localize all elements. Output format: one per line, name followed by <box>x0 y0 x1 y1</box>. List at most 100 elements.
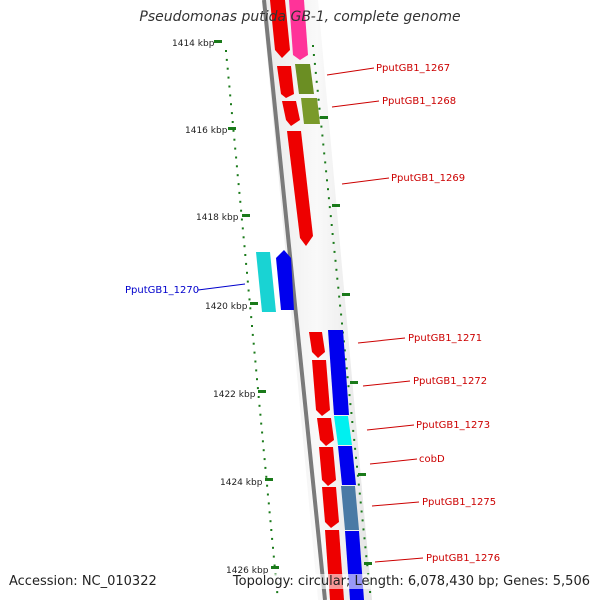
track-dot <box>354 447 357 450</box>
track-dot <box>230 112 233 115</box>
features-1270 <box>256 250 294 312</box>
gene-arrow-1273[interactable] <box>317 418 334 446</box>
track-dot <box>313 62 316 65</box>
track-dot <box>270 529 273 531</box>
track-dot <box>338 295 341 298</box>
label-leaders <box>197 67 424 563</box>
leader-line <box>371 501 420 507</box>
topology-value: Topology: circular; Length: 6,078,430 bp… <box>232 574 590 589</box>
track-dot <box>316 89 319 92</box>
cyan-feature-1270[interactable] <box>256 252 276 312</box>
track-dot <box>253 351 256 354</box>
tick-marks <box>214 40 372 569</box>
track-dot <box>273 564 276 567</box>
blue-feature-cobD[interactable] <box>338 446 356 485</box>
track-dot <box>325 170 328 173</box>
tick-mark <box>228 127 236 130</box>
track-dot <box>318 107 321 110</box>
leader-line <box>197 283 246 291</box>
cyan-feature-1273[interactable] <box>334 416 352 445</box>
gene-arrow-cobD[interactable] <box>319 447 336 486</box>
tick-label: 1418 kbp <box>196 213 239 223</box>
track-dot <box>352 429 355 432</box>
track-dot <box>356 465 358 468</box>
gene-label-1270[interactable]: PputGB1_1270 <box>125 285 199 296</box>
track-dot <box>342 340 345 343</box>
track-dot <box>250 316 253 319</box>
gene-label-1267[interactable]: PputGB1_1267 <box>376 63 450 74</box>
gene-arrow-1267[interactable] <box>277 66 294 98</box>
gene-label-1271[interactable]: PputGB1_1271 <box>408 333 482 344</box>
track-dot <box>347 385 350 388</box>
gene-label-1276[interactable]: PputGB1_1276 <box>426 553 500 564</box>
tick-mark <box>342 293 350 296</box>
tick-mark <box>250 302 258 305</box>
leader-line <box>326 67 375 76</box>
gene-label-1275[interactable]: PputGB1_1275 <box>422 497 496 508</box>
track-dot <box>252 342 255 345</box>
map-title: Pseudomonas putida GB-1, complete genome <box>139 9 461 25</box>
track-dot <box>256 387 259 390</box>
blue-feature-1271[interactable] <box>328 330 349 415</box>
track-dot <box>235 156 238 159</box>
track-dot <box>239 200 242 203</box>
leader-line <box>366 424 415 431</box>
gene-arrow-top <box>270 0 290 58</box>
track-dot <box>332 241 335 244</box>
gene-arrow-1271[interactable] <box>309 332 325 358</box>
steel-feature-1275[interactable] <box>341 486 359 530</box>
track-dot <box>335 268 338 271</box>
gene-label-1269[interactable]: PputGB1_1269 <box>391 173 465 184</box>
gene-label-1273[interactable]: PputGB1_1273 <box>416 420 490 431</box>
track-dot <box>324 161 327 164</box>
track-dot <box>266 484 269 487</box>
olive-feature-1267[interactable] <box>295 64 314 94</box>
track-dot <box>246 271 248 274</box>
track-dot <box>260 422 263 425</box>
track-dot <box>333 250 336 253</box>
track-dot <box>234 147 237 150</box>
tick-mark <box>364 562 372 565</box>
track-dot <box>349 403 352 406</box>
gene-arrow-1275[interactable] <box>322 487 339 528</box>
tick-mark <box>258 390 266 393</box>
track-dot <box>348 394 351 397</box>
track-dot <box>317 98 320 101</box>
leader-line <box>374 557 424 563</box>
track-dot <box>272 546 274 549</box>
gene-arrow-1272[interactable] <box>312 360 330 416</box>
gene-label-1272[interactable]: PputGB1_1272 <box>413 376 487 387</box>
track-dots <box>225 45 372 594</box>
tick-mark <box>265 478 273 481</box>
track-dot <box>327 197 330 200</box>
track-dot <box>232 129 235 132</box>
track-dot <box>243 245 246 248</box>
track-dot <box>251 325 253 327</box>
gene-label-cobD[interactable]: cobD <box>419 454 445 465</box>
gene-label-1268[interactable]: PputGB1_1268 <box>382 96 456 107</box>
topology-text: Topology: circular; Length: 6,078,430 bp… <box>232 574 590 589</box>
track-dot <box>312 45 314 47</box>
track-dot <box>343 349 346 352</box>
track-dot <box>320 125 323 128</box>
tick-mark <box>242 214 250 217</box>
track-dot <box>330 224 333 226</box>
track-dot <box>264 466 267 469</box>
track-dot <box>350 412 353 414</box>
track-dot <box>246 280 249 283</box>
track-dot <box>263 458 266 461</box>
olive-feature-1268[interactable] <box>301 98 320 124</box>
gene-arrow-1269[interactable] <box>287 131 313 246</box>
track-dot <box>240 209 243 212</box>
magenta-feature <box>289 0 308 60</box>
gene-arrow-1270[interactable] <box>276 250 294 310</box>
track-dot <box>365 555 368 558</box>
gene-arrow-1268[interactable] <box>282 101 300 126</box>
leader-line <box>331 100 380 108</box>
track-dot <box>262 449 265 452</box>
track-dot <box>267 502 270 505</box>
features-top <box>270 0 320 246</box>
track-dot <box>242 236 245 239</box>
track-dot <box>240 218 243 221</box>
track-dot <box>345 367 348 370</box>
